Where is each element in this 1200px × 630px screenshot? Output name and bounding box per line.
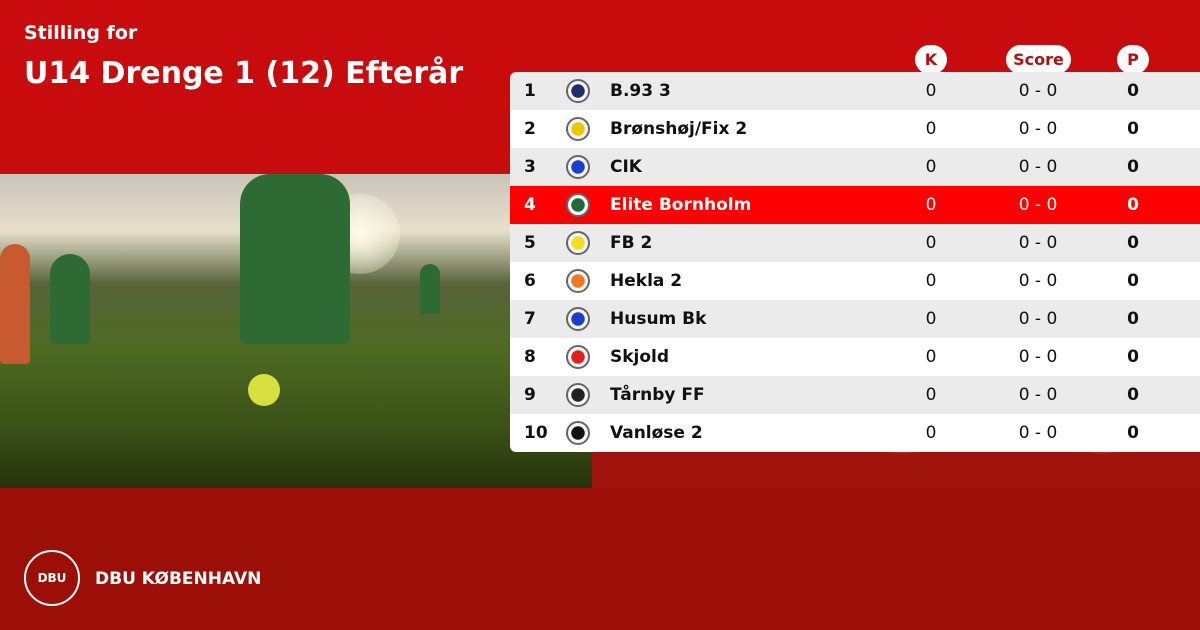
points: 0	[1127, 347, 1139, 367]
score: 0 - 0	[1018, 385, 1058, 405]
matches-played: 0	[925, 233, 937, 253]
score: 0 - 0	[1018, 423, 1058, 443]
position: 2	[524, 119, 536, 139]
team-name[interactable]: Skjold	[610, 347, 670, 367]
matches-played: 0	[925, 309, 937, 329]
score: 0 - 0	[1018, 81, 1058, 101]
team-logo-icon	[566, 231, 590, 255]
table-row[interactable]: 5 FB 2 0 0 - 0 0	[510, 224, 1200, 262]
team-logo-icon	[566, 79, 590, 103]
position: 5	[524, 233, 536, 253]
score: 0 - 0	[1018, 233, 1058, 253]
team-name[interactable]: Tårnby FF	[610, 385, 705, 405]
table-row[interactable]: 2 Brønshøj/Fix 2 0 0 - 0 0	[510, 110, 1200, 148]
dbu-logo: DBU	[24, 550, 80, 606]
matches-played: 0	[925, 347, 937, 367]
position: 1	[524, 81, 536, 101]
matches-played: 0	[925, 195, 937, 215]
table-row[interactable]: 9 Tårnby FF 0 0 - 0 0	[510, 376, 1200, 414]
subtitle: Stilling for	[24, 22, 138, 44]
position: 4	[524, 195, 536, 215]
team-logo-icon	[566, 193, 590, 217]
team-name[interactable]: FB 2	[610, 233, 653, 253]
points: 0	[1127, 157, 1139, 177]
team-logo-icon	[566, 307, 590, 331]
team-logo-icon	[566, 117, 590, 141]
team-logo-icon	[566, 383, 590, 407]
points: 0	[1127, 423, 1139, 443]
matches-played: 0	[925, 157, 937, 177]
table-row[interactable]: 7 Husum Bk 0 0 - 0 0	[510, 300, 1200, 338]
position: 8	[524, 347, 536, 367]
matches-played: 0	[925, 385, 937, 405]
team-name[interactable]: Husum Bk	[610, 309, 707, 329]
table-row[interactable]: 8 Skjold 0 0 - 0 0	[510, 338, 1200, 376]
table-row[interactable]: 1 B.93 3 0 0 - 0 0	[510, 72, 1200, 110]
team-name[interactable]: Brønshøj/Fix 2	[610, 119, 748, 139]
points: 0	[1127, 385, 1139, 405]
table-row[interactable]: 6 Hekla 2 0 0 - 0 0	[510, 262, 1200, 300]
team-name[interactable]: CIK	[610, 157, 642, 177]
table-row[interactable]: 10 Vanløse 2 0 0 - 0 0	[510, 414, 1200, 452]
matches-played: 0	[925, 81, 937, 101]
points: 0	[1127, 81, 1139, 101]
score: 0 - 0	[1018, 347, 1058, 367]
matches-played: 0	[925, 271, 937, 291]
position: 6	[524, 271, 536, 291]
table-row[interactable]: 4 Elite Bornholm 0 0 - 0 0	[510, 186, 1200, 224]
team-name[interactable]: Elite Bornholm	[610, 195, 752, 215]
table-row[interactable]: 3 CIK 0 0 - 0 0	[510, 148, 1200, 186]
points: 0	[1127, 271, 1139, 291]
score: 0 - 0	[1018, 157, 1058, 177]
matches-played: 0	[925, 119, 937, 139]
team-logo-icon	[566, 421, 590, 445]
score: 0 - 0	[1018, 195, 1058, 215]
column-header-score: Score	[1006, 45, 1071, 74]
position: 3	[524, 157, 536, 177]
column-header-p: P	[1117, 45, 1149, 74]
score: 0 - 0	[1018, 309, 1058, 329]
position: 9	[524, 385, 536, 405]
team-name[interactable]: Vanløse 2	[610, 423, 703, 443]
matches-played: 0	[925, 423, 937, 443]
team-logo-icon	[566, 345, 590, 369]
points: 0	[1127, 119, 1139, 139]
team-name[interactable]: B.93 3	[610, 81, 671, 101]
team-logo-icon	[566, 155, 590, 179]
points: 0	[1127, 195, 1139, 215]
score: 0 - 0	[1018, 271, 1058, 291]
page-title: U14 Drenge 1 (12) Efterår	[24, 56, 464, 91]
position: 7	[524, 309, 536, 329]
points: 0	[1127, 309, 1139, 329]
position: 10	[524, 423, 548, 443]
brand-name: DBU KØBENHAVN	[95, 569, 262, 589]
points: 0	[1127, 233, 1139, 253]
score: 0 - 0	[1018, 119, 1058, 139]
hero-photo	[0, 174, 592, 488]
column-header-k: K	[915, 45, 947, 74]
team-logo-icon	[566, 269, 590, 293]
team-name[interactable]: Hekla 2	[610, 271, 683, 291]
